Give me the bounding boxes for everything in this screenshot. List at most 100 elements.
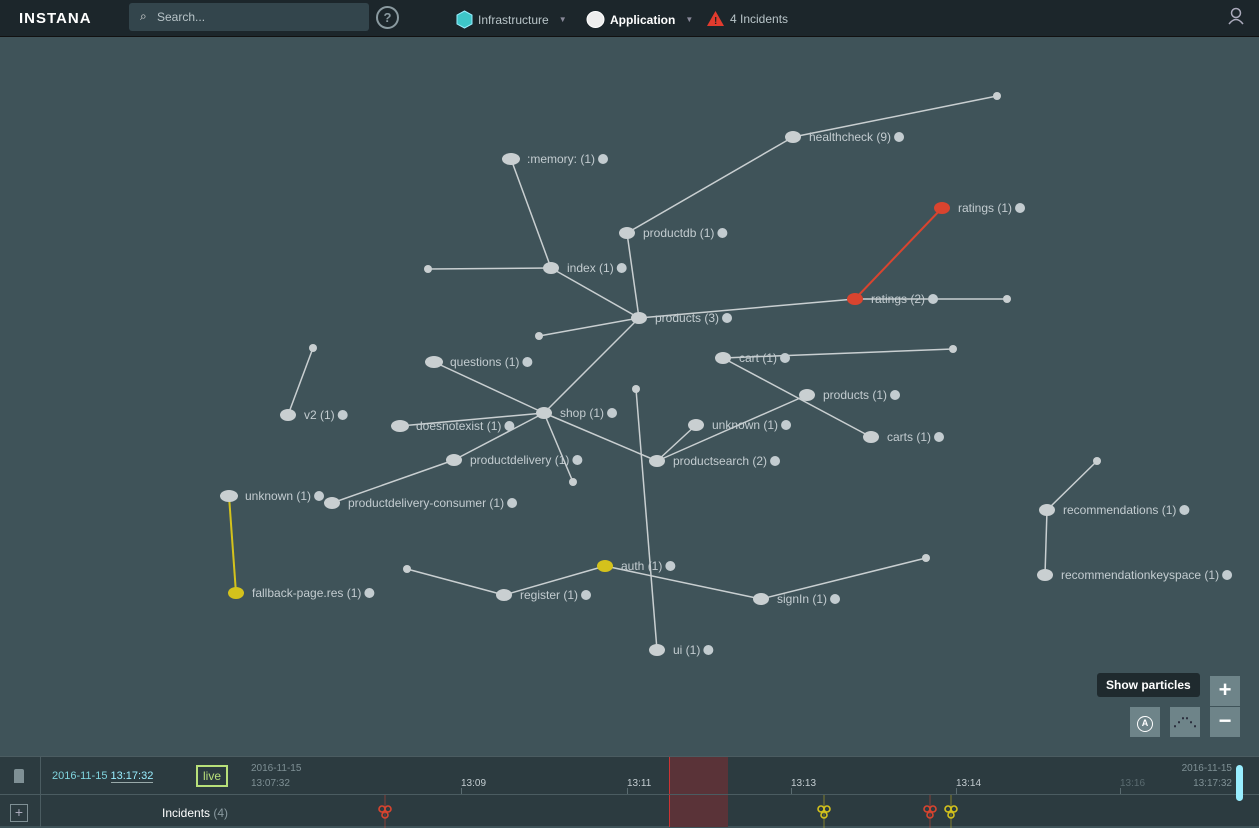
node-icon[interactable] bbox=[403, 565, 411, 573]
graph-edge[interactable] bbox=[1046, 460, 1098, 511]
nav-application[interactable]: Application ▼ bbox=[586, 10, 693, 29]
node-icon[interactable] bbox=[1003, 295, 1011, 303]
nav-incidents[interactable]: ! 4 Incidents bbox=[706, 10, 788, 27]
node-icon[interactable] bbox=[1037, 569, 1053, 581]
node-dropdown-icon[interactable] bbox=[616, 263, 627, 273]
show-particles-button[interactable]: ⋰⋱ bbox=[1170, 707, 1200, 737]
graph-edge[interactable] bbox=[604, 565, 762, 600]
cloud-node-icon[interactable] bbox=[391, 420, 409, 432]
instana-logo[interactable]: INSTANA bbox=[19, 10, 92, 27]
user-icon[interactable] bbox=[1228, 7, 1244, 25]
node-dropdown-icon[interactable] bbox=[934, 432, 945, 442]
node-icon[interactable] bbox=[785, 131, 801, 143]
service-node[interactable]: productdb (1) bbox=[619, 226, 728, 240]
node-icon[interactable] bbox=[847, 293, 863, 305]
service-node[interactable] bbox=[569, 478, 577, 486]
node-dropdown-icon[interactable] bbox=[581, 590, 592, 600]
service-node[interactable]: carts (1) bbox=[863, 430, 945, 444]
node-dropdown-icon[interactable] bbox=[1222, 570, 1233, 580]
node-icon[interactable] bbox=[569, 478, 577, 486]
node-dropdown-icon[interactable] bbox=[928, 294, 939, 304]
service-node[interactable]: signIn (1) bbox=[753, 592, 841, 606]
node-icon[interactable] bbox=[446, 454, 462, 466]
node-icon[interactable] bbox=[632, 385, 640, 393]
node-dropdown-icon[interactable] bbox=[717, 228, 728, 238]
service-node[interactable]: unknown (1) bbox=[220, 489, 325, 503]
graph-edge[interactable] bbox=[550, 267, 640, 319]
service-node[interactable]: unknown (1) bbox=[688, 418, 792, 432]
service-node[interactable] bbox=[403, 565, 411, 573]
node-icon[interactable] bbox=[228, 587, 244, 599]
node-dropdown-icon[interactable] bbox=[1179, 505, 1190, 515]
graph-edge[interactable] bbox=[503, 565, 606, 596]
service-node[interactable]: productsearch (2) bbox=[649, 454, 781, 468]
graph-edge[interactable] bbox=[1044, 509, 1048, 576]
node-icon[interactable] bbox=[535, 332, 543, 340]
service-node[interactable]: healthcheck (9) bbox=[785, 130, 905, 144]
cloud-node-icon[interactable] bbox=[220, 490, 238, 502]
node-dropdown-icon[interactable] bbox=[607, 408, 618, 418]
graph-edge[interactable] bbox=[854, 207, 943, 300]
node-dropdown-icon[interactable] bbox=[703, 645, 714, 655]
graph-edge[interactable] bbox=[406, 568, 505, 596]
service-node[interactable]: products (1) bbox=[799, 388, 901, 402]
cloud-node-icon[interactable] bbox=[502, 153, 520, 165]
service-node[interactable] bbox=[632, 385, 640, 393]
service-node[interactable] bbox=[309, 344, 317, 352]
node-dropdown-icon[interactable] bbox=[890, 390, 901, 400]
node-dropdown-icon[interactable] bbox=[781, 420, 792, 430]
service-node[interactable]: questions (1) bbox=[425, 355, 533, 369]
graph-edge[interactable] bbox=[656, 424, 697, 462]
service-node[interactable]: auth (1) bbox=[597, 559, 676, 573]
node-icon[interactable] bbox=[753, 593, 769, 605]
node-icon[interactable] bbox=[324, 497, 340, 509]
service-node[interactable]: :memory: (1) bbox=[502, 152, 609, 166]
cloud-node-icon[interactable] bbox=[425, 356, 443, 368]
node-dropdown-icon[interactable] bbox=[314, 491, 325, 501]
auto-layout-button[interactable]: A bbox=[1130, 707, 1160, 737]
service-node[interactable] bbox=[1093, 457, 1101, 465]
add-track-button[interactable]: + bbox=[10, 804, 28, 822]
service-node[interactable]: register (1) bbox=[496, 588, 592, 602]
service-node[interactable]: doesnotexist (1) bbox=[391, 419, 515, 433]
service-node[interactable]: ratings (2) bbox=[847, 292, 939, 306]
timeline[interactable]: + 2016-11-15 13:17:32 live 2016-11-15 13… bbox=[0, 756, 1259, 828]
service-node[interactable] bbox=[1003, 295, 1011, 303]
node-icon[interactable] bbox=[993, 92, 1001, 100]
service-node[interactable]: productdelivery (1) bbox=[446, 453, 583, 467]
pin-icon[interactable] bbox=[14, 769, 24, 783]
incident-range-highlight[interactable] bbox=[669, 757, 728, 827]
node-dropdown-icon[interactable] bbox=[1015, 203, 1026, 213]
nav-infrastructure[interactable]: Infrastructure ▼ bbox=[456, 10, 567, 29]
node-icon[interactable] bbox=[496, 589, 512, 601]
service-node[interactable]: recommendations (1) bbox=[1039, 503, 1190, 517]
graph-edge[interactable] bbox=[543, 317, 640, 414]
graph-edge[interactable] bbox=[453, 412, 545, 461]
node-dropdown-icon[interactable] bbox=[722, 313, 733, 323]
graph-edge[interactable] bbox=[722, 357, 872, 438]
service-node[interactable] bbox=[993, 92, 1001, 100]
live-button[interactable]: live bbox=[196, 765, 229, 787]
graph-edge[interactable] bbox=[543, 412, 574, 483]
node-icon[interactable] bbox=[309, 344, 317, 352]
node-icon[interactable] bbox=[688, 419, 704, 431]
timeline-scroll-handle[interactable] bbox=[1236, 765, 1243, 801]
incident-marker-icon[interactable] bbox=[923, 795, 937, 828]
node-icon[interactable] bbox=[597, 560, 613, 572]
service-node[interactable]: recommendationkeyspace (1) bbox=[1037, 568, 1233, 582]
graph-edge[interactable] bbox=[331, 459, 455, 504]
graph-edge[interactable] bbox=[287, 347, 314, 416]
service-node[interactable] bbox=[922, 554, 930, 562]
incident-marker-icon[interactable] bbox=[944, 795, 958, 828]
node-icon[interactable] bbox=[649, 644, 665, 656]
graph-edge[interactable] bbox=[635, 388, 658, 651]
node-icon[interactable] bbox=[631, 312, 647, 324]
node-icon[interactable] bbox=[1039, 504, 1055, 516]
node-icon[interactable] bbox=[536, 407, 552, 419]
node-icon[interactable] bbox=[949, 345, 957, 353]
graph-edge[interactable] bbox=[626, 232, 640, 319]
node-icon[interactable] bbox=[280, 409, 296, 421]
node-icon[interactable] bbox=[799, 389, 815, 401]
node-dropdown-icon[interactable] bbox=[504, 421, 515, 431]
graph-edge[interactable] bbox=[510, 158, 552, 269]
